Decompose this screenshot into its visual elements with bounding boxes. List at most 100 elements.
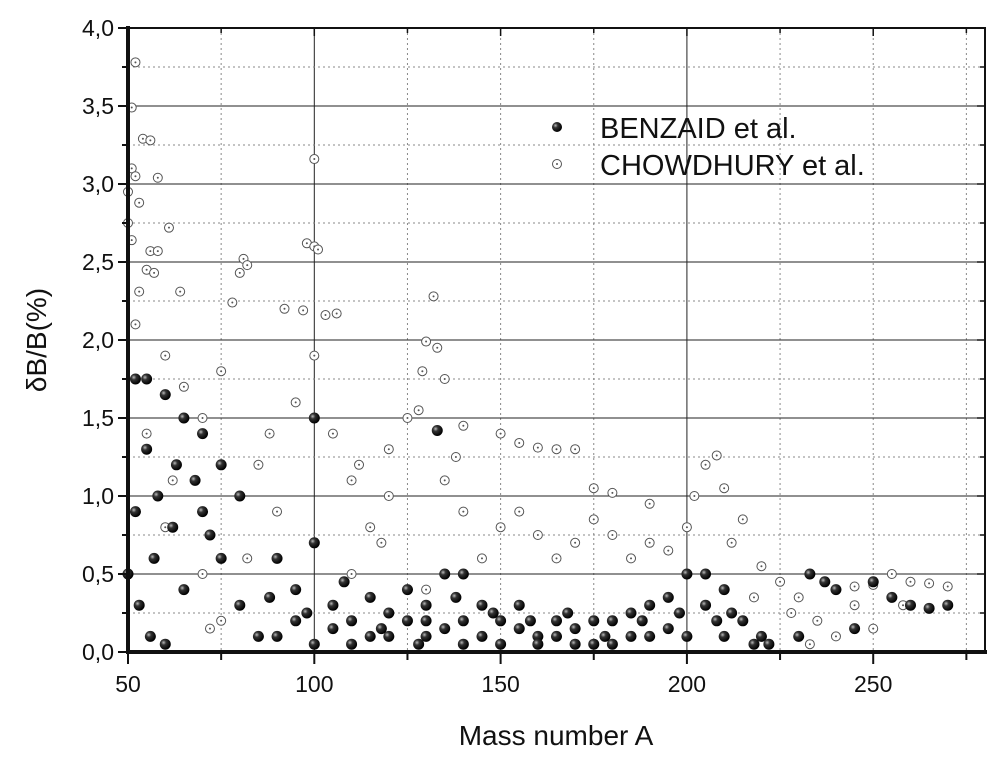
point-benzaid: [569, 638, 581, 650]
point-benzaid: [159, 389, 171, 401]
point-chowdhury: [141, 428, 152, 439]
point-benzaid: [197, 506, 209, 518]
point-benzaid: [476, 630, 488, 642]
point-benzaid: [532, 630, 544, 642]
point-benzaid: [457, 638, 469, 650]
x-tick-label: 200: [668, 671, 706, 697]
point-chowdhury: [495, 428, 506, 439]
point-chowdhury: [167, 475, 178, 486]
point-benzaid: [215, 459, 227, 471]
point-chowdhury: [812, 615, 823, 626]
point-chowdhury: [204, 623, 215, 634]
point-chowdhury: [242, 553, 253, 564]
point-benzaid: [413, 638, 425, 650]
point-benzaid: [457, 568, 469, 580]
point-benzaid: [375, 623, 387, 635]
point-chowdhury: [383, 444, 394, 455]
point-benzaid: [819, 576, 831, 588]
point-chowdhury: [607, 530, 618, 540]
point-benzaid: [129, 506, 141, 518]
point-chowdhury: [532, 442, 543, 453]
point-benzaid: [718, 584, 730, 596]
point-benzaid: [588, 615, 600, 627]
y-tick-label: 2,0: [82, 327, 114, 353]
point-chowdhury: [272, 506, 283, 517]
point-chowdhury: [227, 297, 238, 308]
point-benzaid: [215, 552, 227, 564]
point-benzaid: [513, 599, 525, 611]
point-chowdhury: [849, 600, 860, 611]
point-benzaid: [476, 599, 488, 611]
point-chowdhury: [309, 350, 320, 361]
point-benzaid: [420, 630, 432, 642]
point-benzaid: [346, 638, 358, 650]
point-benzaid: [513, 623, 525, 635]
point-benzaid: [867, 576, 879, 588]
point-chowdhury: [711, 450, 722, 461]
point-chowdhury: [152, 172, 163, 183]
legend-label-chowdhury: CHOWDHURY et al.: [600, 150, 865, 182]
point-benzaid: [495, 638, 507, 650]
point-chowdhury: [626, 553, 637, 564]
legend-marker-benzaid: [552, 122, 562, 132]
point-chowdhury: [737, 514, 748, 525]
point-benzaid: [308, 638, 320, 650]
point-chowdhury: [134, 197, 145, 208]
y-tick-label: 3,5: [82, 93, 114, 119]
point-benzaid: [748, 638, 760, 650]
point-chowdhury: [346, 569, 357, 579]
point-benzaid: [301, 607, 313, 619]
point-benzaid: [457, 615, 469, 627]
point-chowdhury: [313, 244, 324, 255]
y-tick-label: 0,5: [82, 561, 114, 587]
point-chowdhury: [163, 222, 174, 233]
ticks: [118, 27, 985, 664]
point-benzaid: [726, 607, 738, 619]
point-chowdhury: [439, 475, 450, 486]
point-chowdhury: [327, 428, 338, 439]
point-benzaid: [804, 568, 816, 580]
point-chowdhury: [354, 459, 365, 470]
point-chowdhury: [301, 238, 312, 249]
point-benzaid: [144, 630, 156, 642]
x-tick-label: 50: [115, 671, 141, 697]
point-benzaid: [308, 537, 320, 549]
point-chowdhury: [570, 444, 581, 455]
point-benzaid: [383, 630, 395, 642]
point-chowdhury: [476, 553, 487, 564]
point-chowdhury: [748, 592, 759, 603]
point-benzaid: [793, 630, 805, 642]
point-benzaid: [700, 599, 712, 611]
point-benzaid: [551, 630, 562, 642]
point-chowdhury: [346, 475, 357, 486]
y-tick-label: 4,0: [82, 15, 114, 41]
point-chowdhury: [421, 584, 432, 595]
x-tick-label: 150: [481, 671, 519, 697]
point-benzaid: [625, 607, 637, 619]
point-chowdhury: [942, 581, 953, 592]
point-chowdhury: [551, 553, 562, 564]
point-chowdhury: [719, 483, 730, 494]
point-chowdhury: [551, 444, 562, 455]
point-chowdhury: [149, 267, 160, 278]
point-benzaid: [662, 591, 674, 603]
point-benzaid: [532, 638, 544, 650]
point-chowdhury: [309, 154, 320, 165]
point-chowdhury: [320, 310, 331, 321]
point-benzaid: [737, 615, 749, 627]
point-benzaid: [178, 412, 190, 424]
point-chowdhury: [681, 522, 692, 533]
point-chowdhury: [588, 483, 599, 494]
point-benzaid: [327, 623, 339, 635]
y-tick-label: 1,5: [82, 405, 114, 431]
point-benzaid: [755, 630, 767, 642]
point-chowdhury: [868, 623, 879, 634]
point-benzaid: [308, 412, 320, 424]
point-benzaid: [450, 591, 462, 603]
point-chowdhury: [775, 576, 786, 587]
point-chowdhury: [924, 578, 935, 589]
point-benzaid: [271, 552, 283, 564]
point-benzaid: [290, 615, 302, 627]
point-chowdhury: [175, 286, 186, 297]
